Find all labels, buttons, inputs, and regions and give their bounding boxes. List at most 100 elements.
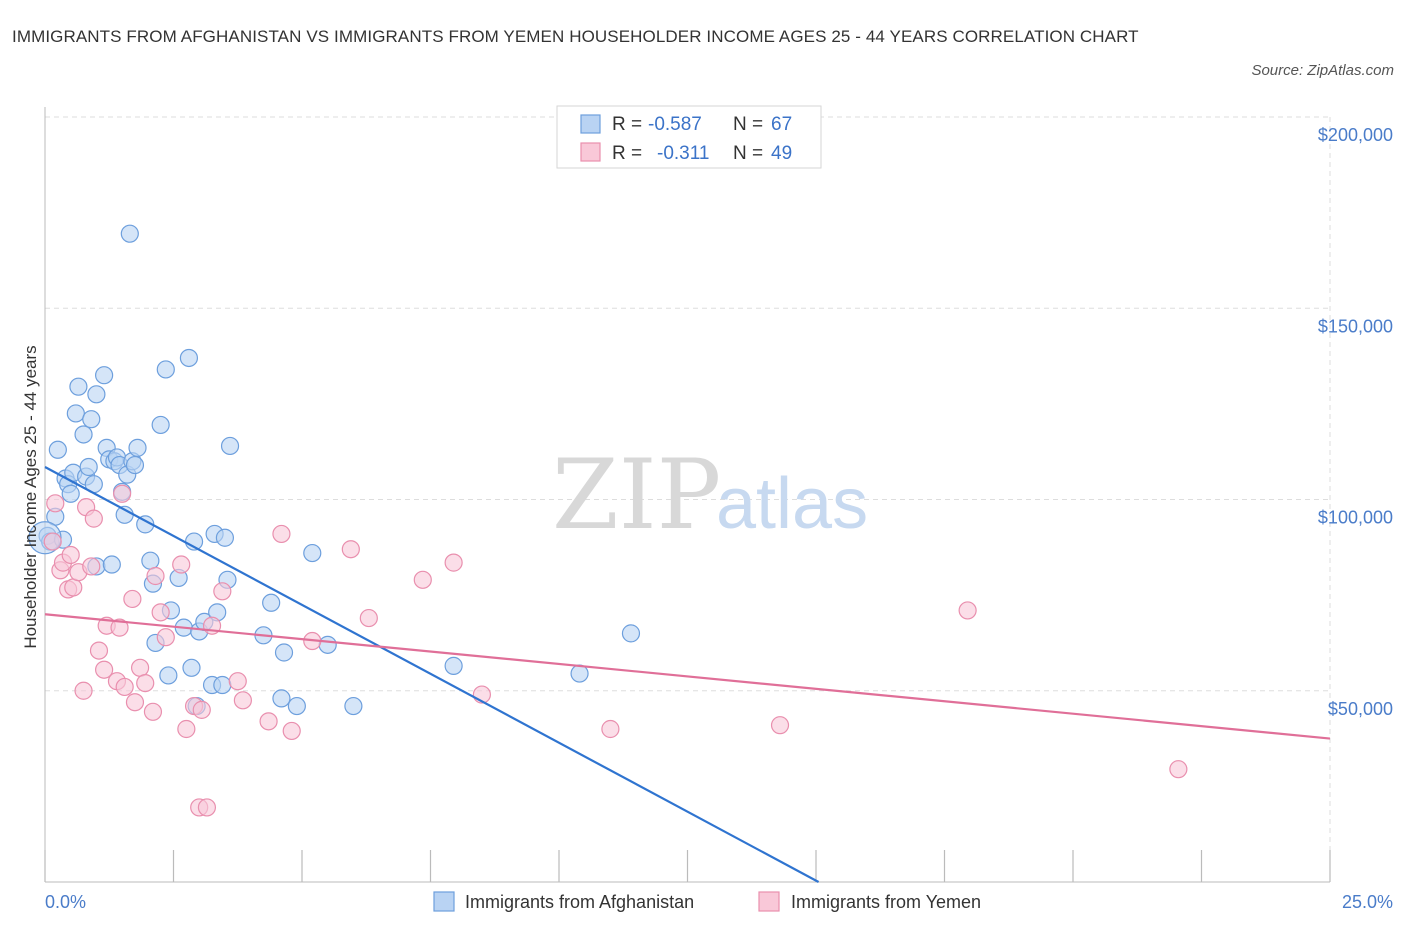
yemen-point <box>64 578 83 597</box>
yemen-point <box>197 798 217 817</box>
afghanistan-point <box>215 528 234 547</box>
afghanistan-point <box>102 555 121 574</box>
afghanistan-point <box>82 410 101 429</box>
afghanistan-trend-line <box>44 466 820 883</box>
watermark-atlas: atlas <box>716 464 868 544</box>
afghanistan-point <box>303 543 322 563</box>
yemen-point <box>43 532 62 551</box>
yemen-point <box>95 660 114 679</box>
afghanistan-point <box>272 689 291 708</box>
yemen-point <box>136 673 155 693</box>
yemen-point <box>233 691 252 710</box>
yemen-point <box>213 582 232 601</box>
afghanistan-point <box>125 455 145 475</box>
yemen-point <box>601 719 620 739</box>
yemen-point <box>770 716 790 735</box>
bottom-legend-label-afghanistan: Immigrants from Afghanistan <box>465 892 694 912</box>
afghanistan-point <box>287 696 306 716</box>
bottom-legend-swatch-afghanistan <box>433 891 455 912</box>
afghanistan-point <box>220 436 240 456</box>
bottom-legend: Immigrants from Afghanistan Immigrants f… <box>433 891 981 912</box>
yemen-point <box>444 553 463 572</box>
legend-r-value-yemen: -0.311 <box>657 143 709 164</box>
afghanistan-point <box>95 366 114 385</box>
y-tick-label: $100,000 <box>1318 508 1393 528</box>
yemen-point <box>89 641 109 660</box>
afghanistan-point <box>74 425 93 444</box>
legend-n-label-yemen: N = <box>733 143 763 164</box>
y-axis-label: Householder Income Ages 25 - 44 years <box>21 345 40 648</box>
afghanistan-point <box>213 675 232 695</box>
legend-n-label-afghanistan: N = <box>733 114 763 135</box>
afghanistan-point <box>79 457 98 477</box>
yemen-point <box>146 566 165 586</box>
yemen-trend-line <box>44 613 1331 740</box>
y-tick-label: $150,000 <box>1318 316 1393 336</box>
afghanistan-point <box>444 656 463 675</box>
afghanistan-point <box>66 404 85 423</box>
legend-swatch-yemen <box>580 142 601 162</box>
yemen-point <box>1169 760 1188 779</box>
afghanistan-point <box>182 658 201 677</box>
yemen-point <box>112 484 132 503</box>
y-tick-label: $50,000 <box>1328 699 1393 719</box>
legend-r-value-afghanistan: -0.587 <box>648 114 702 135</box>
yemen-point <box>192 700 211 719</box>
yemen-point <box>958 601 977 620</box>
yemen-point <box>46 494 65 513</box>
yemen-point <box>156 628 175 647</box>
bottom-legend-label-yemen: Immigrants from Yemen <box>791 892 981 912</box>
trend-layer <box>44 466 1331 883</box>
legend-r-label-yemen: R = <box>612 143 642 164</box>
yemen-point <box>61 545 80 565</box>
yemen-point <box>272 524 291 544</box>
yemen-point <box>177 719 196 739</box>
points-layer <box>28 224 1188 817</box>
afghanistan-point <box>318 635 337 654</box>
afghanistan-point <box>159 666 178 685</box>
afghanistan-point <box>61 484 80 503</box>
afghanistan-point <box>69 377 88 396</box>
yemen-point <box>143 702 163 721</box>
afghanistan-point <box>48 440 67 459</box>
yemen-point <box>282 721 301 741</box>
yemen-point <box>413 570 432 589</box>
yemen-point <box>82 557 101 576</box>
afghanistan-point <box>179 348 199 368</box>
afghanistan-point <box>274 643 294 662</box>
x-tick-label: 0.0% <box>45 892 86 912</box>
yemen-point <box>130 658 150 677</box>
afghanistan-point <box>120 224 139 243</box>
chart-source: Source: ZipAtlas.com <box>1251 62 1394 79</box>
legend-swatch-afghanistan <box>580 114 601 134</box>
afghanistan-point <box>128 438 147 457</box>
afghanistan-point <box>87 385 106 404</box>
chart-title: IMMIGRANTS FROM AFGHANISTAN VS IMMIGRANT… <box>12 27 1139 46</box>
watermark-zip: ZIP <box>552 439 721 551</box>
yemen-point <box>125 693 145 712</box>
yemen-point <box>228 672 247 691</box>
yemen-point <box>74 681 93 700</box>
yemen-point <box>110 618 129 637</box>
afghanistan-point <box>151 415 170 435</box>
afghanistan-point <box>344 696 363 716</box>
afghanistan-point <box>262 593 281 612</box>
x-tick-label: 25.0% <box>1342 892 1393 912</box>
yemen-point <box>84 509 103 528</box>
legend-r-label-afghanistan: R = <box>612 114 642 135</box>
yemen-point <box>115 677 134 697</box>
afghanistan-point <box>621 624 641 643</box>
yemen-point <box>341 540 360 559</box>
yemen-point <box>123 589 142 609</box>
yemen-point <box>151 603 170 622</box>
legend-box: R = -0.587 N = 67 R = -0.311 N = 49 <box>556 105 822 169</box>
afghanistan-point <box>141 551 160 570</box>
afghanistan-point <box>156 360 175 379</box>
yemen-point <box>359 608 378 628</box>
legend-n-value-yemen: 49 <box>771 143 792 164</box>
legend-n-value-afghanistan: 67 <box>771 114 792 135</box>
y-tick-label: $200,000 <box>1318 125 1393 145</box>
yemen-point <box>172 555 191 574</box>
yemen-point <box>259 712 278 731</box>
